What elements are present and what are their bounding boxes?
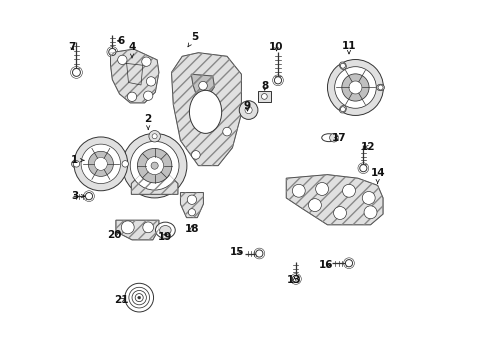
Circle shape — [349, 81, 362, 94]
Circle shape — [109, 48, 116, 55]
Text: 14: 14 — [370, 168, 385, 183]
Circle shape — [95, 157, 107, 170]
Circle shape — [73, 161, 80, 167]
Ellipse shape — [155, 222, 175, 238]
Text: 1: 1 — [71, 155, 84, 165]
Text: 2: 2 — [145, 114, 152, 130]
Circle shape — [74, 137, 128, 191]
Circle shape — [341, 107, 345, 112]
Ellipse shape — [120, 160, 130, 168]
Circle shape — [151, 162, 158, 169]
Circle shape — [330, 134, 338, 142]
Ellipse shape — [340, 62, 346, 69]
Circle shape — [293, 275, 299, 283]
Circle shape — [262, 94, 267, 99]
Circle shape — [342, 74, 369, 101]
Circle shape — [256, 250, 263, 257]
Polygon shape — [191, 74, 215, 98]
Text: 11: 11 — [342, 41, 356, 54]
Circle shape — [345, 260, 353, 267]
Text: 17: 17 — [332, 133, 346, 143]
Polygon shape — [116, 220, 159, 240]
Circle shape — [316, 183, 329, 195]
Circle shape — [130, 141, 179, 190]
Text: 5: 5 — [188, 32, 198, 47]
Text: 20: 20 — [107, 230, 122, 239]
Polygon shape — [286, 175, 383, 225]
Circle shape — [334, 207, 346, 220]
Circle shape — [143, 222, 153, 233]
Text: 3: 3 — [71, 191, 85, 201]
Text: 4: 4 — [128, 42, 136, 58]
Circle shape — [81, 144, 121, 184]
Bar — [258, 91, 271, 102]
Text: 18: 18 — [185, 225, 199, 234]
Text: 16: 16 — [319, 260, 333, 270]
Circle shape — [309, 199, 321, 212]
Text: 12: 12 — [360, 142, 375, 152]
Circle shape — [327, 59, 383, 116]
Circle shape — [142, 57, 151, 66]
Circle shape — [341, 63, 345, 68]
Circle shape — [125, 283, 153, 312]
Circle shape — [137, 148, 172, 183]
Circle shape — [122, 161, 128, 167]
Text: 21: 21 — [114, 295, 128, 305]
Ellipse shape — [340, 105, 346, 113]
Ellipse shape — [190, 90, 221, 134]
Ellipse shape — [322, 134, 336, 141]
Text: 15: 15 — [230, 247, 245, 257]
Circle shape — [88, 151, 113, 176]
Circle shape — [127, 92, 137, 102]
Text: 7: 7 — [69, 42, 76, 52]
Polygon shape — [172, 53, 242, 166]
Text: 8: 8 — [261, 81, 269, 91]
Text: 6: 6 — [118, 36, 125, 46]
Circle shape — [144, 91, 153, 100]
Circle shape — [364, 206, 377, 219]
Polygon shape — [131, 175, 178, 194]
Circle shape — [146, 157, 164, 175]
Circle shape — [335, 67, 376, 108]
Circle shape — [274, 77, 282, 84]
Circle shape — [147, 77, 156, 86]
Circle shape — [187, 195, 196, 204]
Circle shape — [293, 184, 305, 197]
Text: 9: 9 — [244, 102, 251, 112]
Polygon shape — [180, 193, 203, 218]
Circle shape — [188, 209, 196, 216]
Circle shape — [122, 134, 187, 198]
Circle shape — [122, 221, 134, 234]
Circle shape — [118, 55, 127, 64]
Circle shape — [343, 184, 355, 197]
Circle shape — [378, 85, 383, 90]
Circle shape — [138, 296, 141, 299]
Ellipse shape — [377, 84, 385, 91]
Text: 10: 10 — [270, 42, 284, 52]
Circle shape — [85, 193, 93, 200]
Circle shape — [152, 134, 157, 139]
Circle shape — [192, 150, 200, 159]
Text: 19: 19 — [158, 232, 172, 242]
Circle shape — [239, 101, 258, 120]
Ellipse shape — [160, 226, 171, 235]
Circle shape — [245, 107, 252, 114]
Ellipse shape — [72, 160, 81, 168]
Circle shape — [223, 127, 231, 136]
Circle shape — [362, 192, 375, 204]
Circle shape — [73, 68, 80, 76]
Circle shape — [199, 81, 207, 90]
Circle shape — [149, 131, 160, 142]
Circle shape — [360, 165, 367, 172]
Text: 13: 13 — [287, 275, 302, 285]
Polygon shape — [111, 49, 159, 103]
